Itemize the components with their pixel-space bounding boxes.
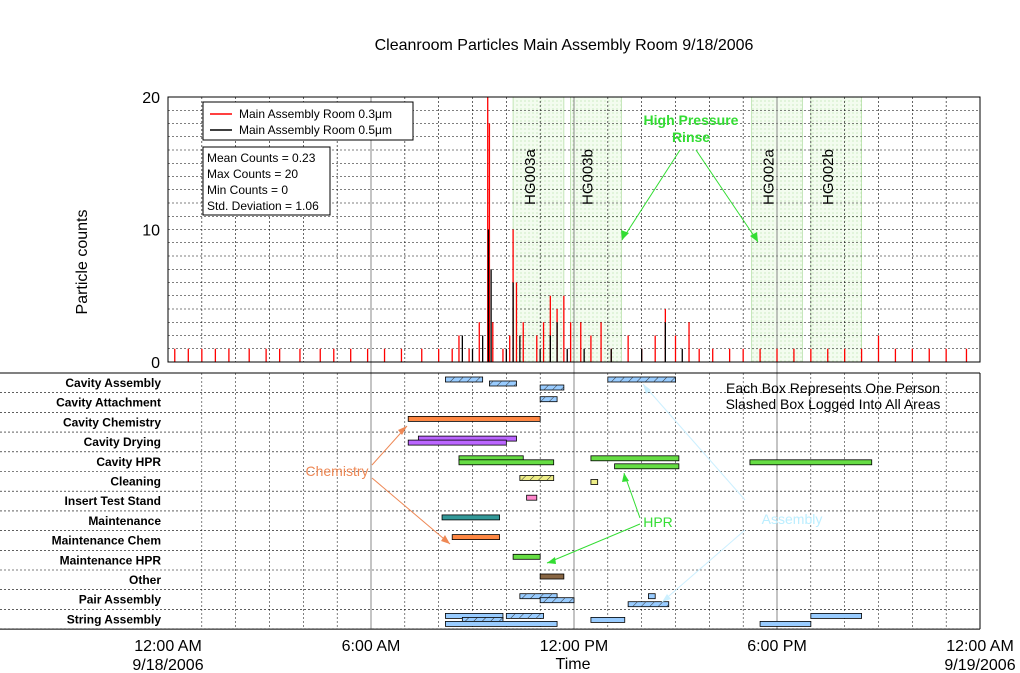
annotation-assembly: Assembly [642,383,823,603]
x-tick-label-4: 12:00 AM [946,638,1014,655]
gantt-box-17 [451,534,500,540]
category-label-6: Insert Test Stand [65,494,161,508]
gantt-box-hatch-13 [519,475,554,481]
gantt-box-hatch-20 [519,593,558,599]
x-tick-label-0: 12:00 AM [134,638,202,655]
category-label-9: Maintenance HPR [60,553,162,567]
annotation-hpr-top: High Pressure Rinse [621,112,759,243]
series-1 [461,229,683,362]
stat-min: Min Counts = 0 [207,183,288,197]
gantt-box-hatch-1 [489,381,517,386]
category-label-11: Pair Assembly [79,593,162,607]
annotation-hpr-bottom-text: HPR [643,514,673,530]
y-tick-label-0: 0 [151,355,160,372]
gantt-gridlines [0,373,980,630]
annotation-assembly-text: Assembly [762,511,823,527]
category-label-5: Cleaning [110,475,161,489]
gantt-box-18 [512,553,541,560]
gantt-box-11 [590,455,680,462]
gantt-box-15 [526,494,538,501]
gantt-box-10 [614,463,680,470]
gantt-box-19 [539,573,565,580]
tick-labels: 0 10 20 12:00 AM 9/18/2006 6:00 AM 12:00 PM 6:0… [132,90,1015,673]
x-tick-label-1: 6:00 AM [342,638,401,655]
x-tick-label-2: 12:00 PM [540,638,608,655]
note-box-legend: Each Box Represents One Person Slashed B… [726,380,941,412]
y-tick-label-1: 10 [142,223,160,240]
gantt-box-14 [590,479,599,485]
note-line-1: Each Box Represents One Person [726,380,940,396]
category-label-8: Maintenance Chem [52,534,161,548]
x-tick-date-4: 9/19/2006 [944,657,1015,673]
y-axis-label: Particle counts [74,210,91,315]
gantt-box-29 [759,621,812,627]
legend-entry-1: Main Assembly Room 0.5μm [239,123,392,137]
y-tick-label-2: 20 [142,90,160,107]
gantt-box-hatch-25 [462,617,503,623]
gantt-box-16 [441,514,500,521]
region-label-2: HG002a [761,148,778,205]
annotation-chemistry-text: Chemistry [305,463,368,479]
gantt-box-26 [445,621,558,627]
stats-box: Mean Counts = 0.23 Max Counts = 20 Min C… [202,146,331,216]
chart-title: Cleanroom Particles Main Assembly Room 9… [375,37,754,54]
gantt-box-hatch-0 [445,377,483,382]
gantt-box-23 [648,593,656,600]
axes [0,96,981,630]
gantt-box-28 [590,617,626,623]
stat-max: Max Counts = 20 [207,167,298,181]
legend-entry-0: Main Assembly Room 0.3μm [239,107,392,121]
x-axis-label: Time [556,656,591,673]
gantt-box-hatch-2 [540,385,564,390]
annotation-hpr-bottom: HPR [546,472,673,564]
annotation-hpr-top-line1: High Pressure [644,112,739,128]
gantt-box-12 [749,459,873,466]
gantt-box-30 [810,613,862,619]
category-label-3: Cavity Drying [84,435,161,449]
annotation-hpr-top-line2: Rinse [672,129,710,145]
region-label-1: HG003b [580,149,597,205]
category-label-12: String Assembly [67,612,162,626]
gantt-box-9 [458,459,555,466]
region-label-3: HG002b [820,149,837,205]
gantt-box-hatch-3 [607,377,676,382]
gridlines [168,97,980,630]
x-tick-date-0: 9/18/2006 [132,657,203,673]
category-label-2: Cavity Chemistry [63,415,161,429]
region-labels: HG003a HG003b HG002a HG002b [522,148,837,205]
category-labels: Cavity Assembly Cavity Attachment Cavity C… [52,376,162,626]
legend: Main Assembly Room 0.3μm Main Assembly R… [202,101,414,141]
gantt-box-5 [407,415,541,422]
category-label-4: Cavity HPR [96,455,161,469]
category-label-10: Other [129,573,161,587]
gantt-box-hatch-22 [628,601,669,607]
category-label-1: Cavity Attachment [56,396,161,410]
gantt-box-hatch-27 [506,613,544,619]
stat-std: Std. Deviation = 1.06 [207,199,319,213]
category-label-7: Maintenance [88,514,161,528]
x-tick-label-3: 6:00 PM [747,638,807,655]
stat-mean: Mean Counts = 0.23 [207,151,316,165]
series-lines [168,97,980,363]
category-label-0: Cavity Assembly [65,376,161,390]
annotation-chemistry: Chemistry [305,425,451,545]
gantt-box-7 [407,439,507,446]
gantt-box-hatch-4 [540,396,558,402]
note-line-2: Slashed Box Logged Into All Areas [726,396,941,412]
gantt-box-hatch-21 [540,597,574,603]
plot-frame [167,96,981,363]
region-label-0: HG003a [522,148,539,205]
gantt-boxes [407,376,873,627]
